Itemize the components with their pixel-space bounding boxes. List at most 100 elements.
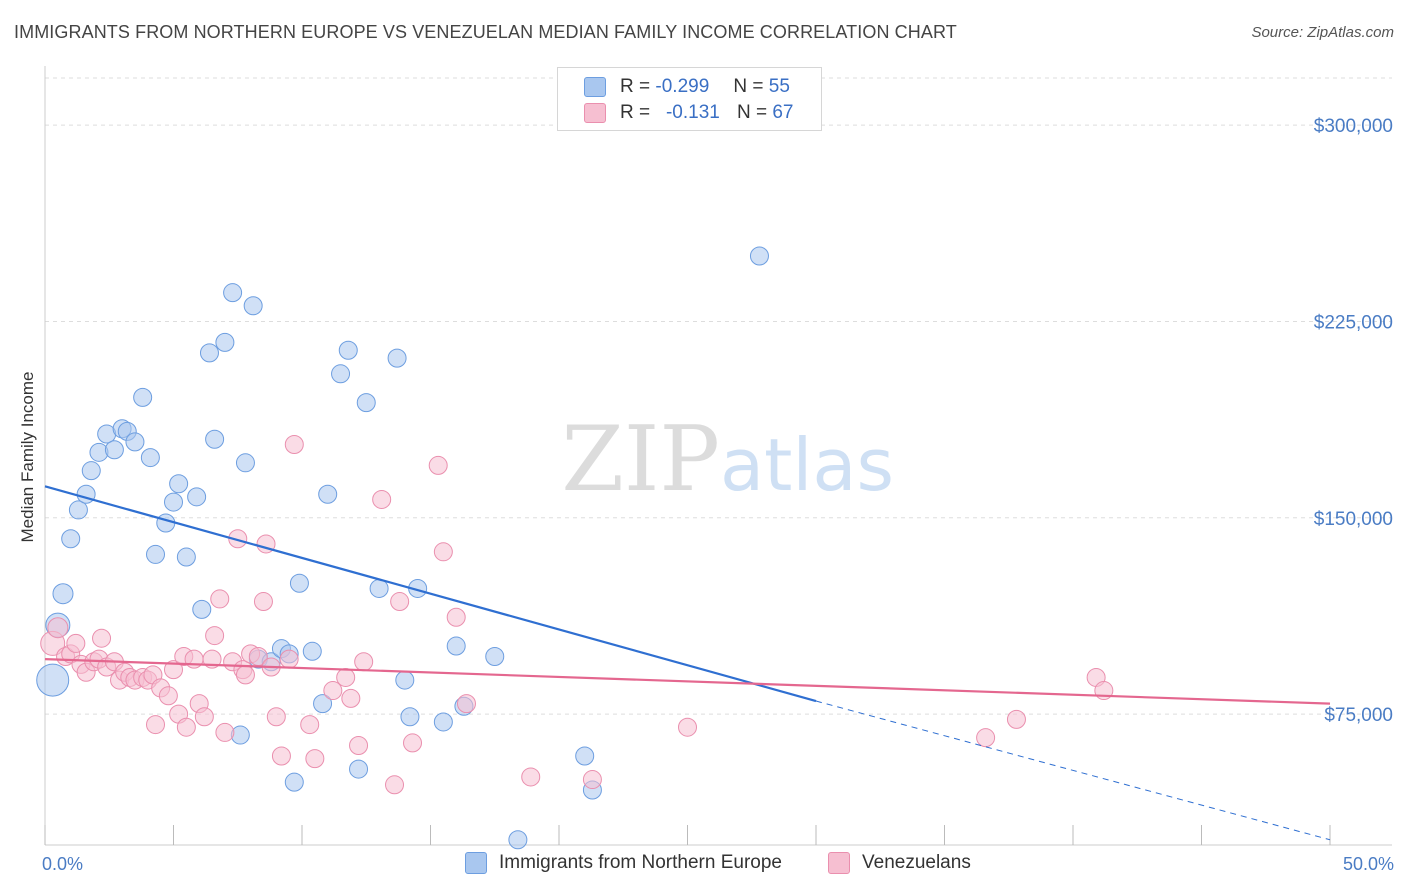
point-northern-europe [187,487,207,507]
point-venezuelans [235,665,255,685]
legend-row-venezuelans: R = -0.131 N = 67 [584,100,793,126]
point-northern-europe [400,707,420,727]
point-venezuelans [47,617,69,639]
point-venezuelans [403,733,423,753]
bottom-legend-northern-europe: Immigrants from Northern Europe [465,852,782,874]
point-northern-europe [395,670,415,690]
x-tick-label-max: 50.0% [1343,854,1394,874]
legend-n-label: N = [736,102,768,123]
point-northern-europe [133,387,153,407]
grid [45,77,1392,715]
point-venezuelans [66,633,86,653]
point-northern-europe [313,694,333,714]
point-venezuelans [305,749,325,769]
point-northern-europe [338,340,358,360]
point-northern-europe [146,544,166,564]
point-venezuelans [205,626,225,646]
point-venezuelans [433,542,453,562]
point-northern-europe [284,772,304,792]
point-northern-europe [433,712,453,732]
point-venezuelans [349,736,369,756]
legend-r-label: R = [620,102,651,123]
point-northern-europe [156,513,176,533]
legend: R = -0.299 N = 55 R = -0.131 N = 67 [557,67,822,131]
point-venezuelans [253,592,273,612]
watermark-atlas: atlas [720,423,894,507]
y-tick-label: $75,000 [1324,705,1393,726]
source-label: Source: ZipAtlas.com [1251,24,1394,41]
bottom-legend-label: Immigrants from Northern Europe [499,852,782,873]
point-northern-europe [331,364,351,384]
point-northern-europe [302,641,322,661]
legend-swatch-blue [584,77,606,97]
legend-swatch-pink [584,103,606,123]
point-northern-europe [192,599,212,619]
point-northern-europe [289,573,309,593]
legend-n-label: N = [733,76,764,97]
bottom-legend-swatch-pink [828,852,850,874]
point-northern-europe [485,647,505,667]
bottom-legend-swatch-blue [465,852,487,874]
point-northern-europe [749,246,769,266]
point-venezuelans [336,667,356,687]
legend-r-value: -0.131 [665,102,720,123]
point-northern-europe [81,461,101,481]
point-northern-europe [446,636,466,656]
point-northern-europe [215,332,235,352]
bottom-legend-label: Venezuelans [862,852,971,873]
point-venezuelans [521,767,541,787]
legend-n-value: 67 [772,102,794,123]
trend-line-venezuelans [44,658,1331,705]
watermark-zip: ZIP [561,407,720,512]
point-northern-europe [140,448,160,468]
point-venezuelans [428,455,448,475]
point-venezuelans [385,775,405,795]
point-northern-europe [575,746,595,766]
point-northern-europe [176,547,196,567]
point-venezuelans [202,649,222,669]
legend-r-value: -0.299 [655,76,710,97]
trend-lines [44,485,1331,841]
point-northern-europe [52,583,74,605]
trend-line-northern-europe [44,485,817,703]
y-axis-label: Median Family Income [18,371,37,542]
point-northern-europe [205,429,225,449]
point-venezuelans [210,589,230,609]
legend-row-northern-europe: R = -0.299 N = 55 [584,74,790,100]
legend-r-label: R = [620,76,651,97]
point-venezuelans [176,717,196,737]
point-northern-europe [235,453,255,473]
point-venezuelans [341,688,361,708]
point-venezuelans [456,694,476,714]
points [36,246,1114,850]
point-venezuelans [1006,709,1026,729]
point-venezuelans [164,660,183,680]
point-venezuelans [158,686,178,706]
point-venezuelans [228,529,248,549]
point-northern-europe [508,830,528,850]
point-venezuelans [323,681,343,701]
bottom-legend-venezuelans: Venezuelans [828,852,971,874]
point-venezuelans [146,715,166,735]
y-tick-label: $150,000 [1314,509,1393,530]
point-venezuelans [194,707,214,727]
point-northern-europe [68,500,88,520]
legend-n-value: 55 [768,76,790,97]
point-northern-europe [318,484,338,504]
point-venezuelans [372,489,392,509]
point-venezuelans [678,717,697,737]
point-northern-europe [356,393,376,413]
point-venezuelans [354,652,374,672]
point-northern-europe [125,432,145,452]
point-northern-europe [349,759,369,779]
point-northern-europe [243,296,263,316]
point-venezuelans [271,746,291,766]
point-venezuelans [215,722,235,742]
y-tick-label: $225,000 [1314,312,1393,333]
point-northern-europe [104,440,124,460]
point-northern-europe [61,529,81,549]
point-venezuelans [284,434,304,454]
point-northern-europe [387,348,407,368]
point-northern-europe [223,283,243,303]
